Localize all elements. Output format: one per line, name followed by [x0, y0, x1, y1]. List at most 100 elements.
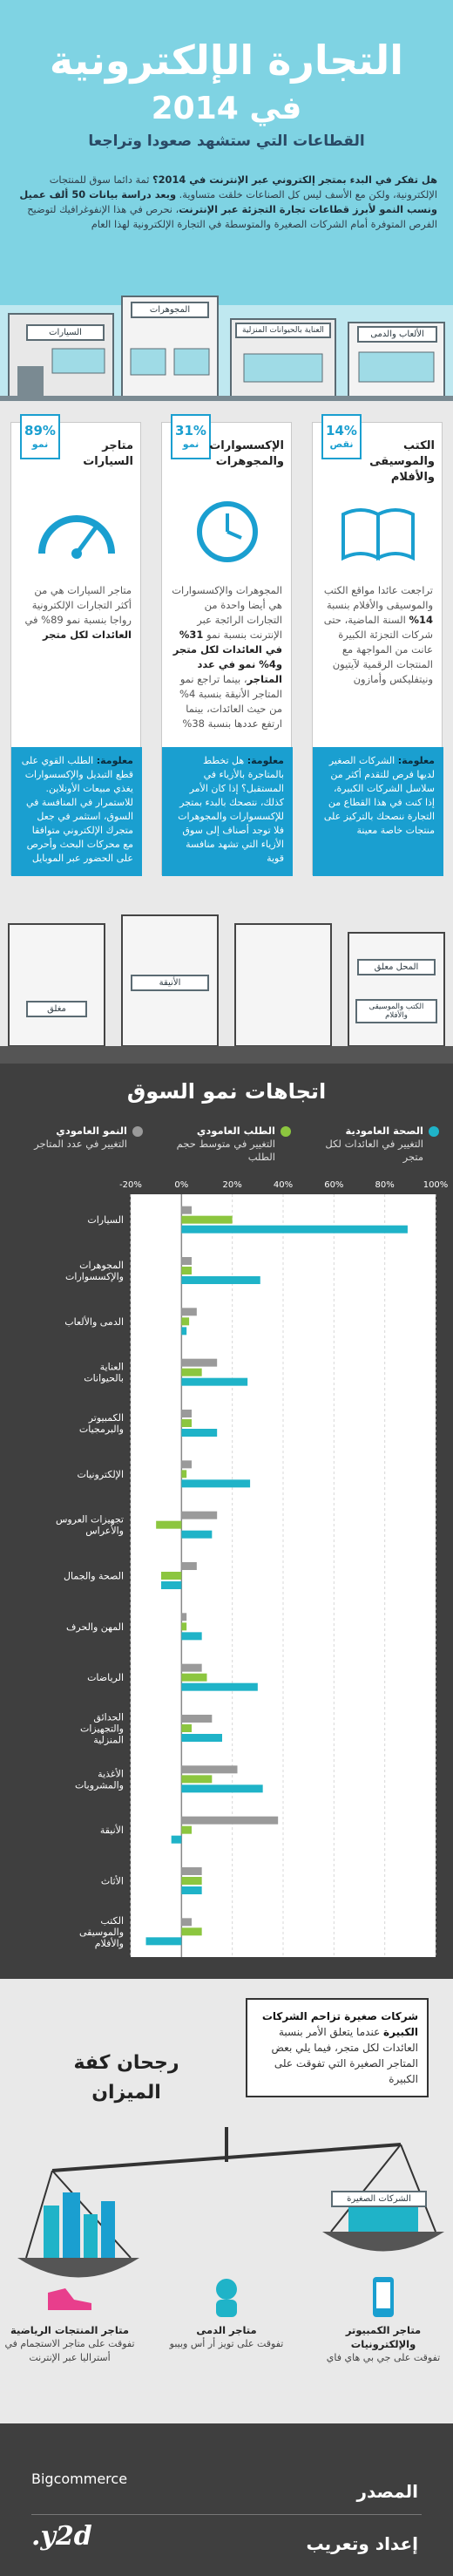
bar	[161, 1572, 182, 1580]
header-section: التجارة الإلكترونية في 2014 القطاعات الت…	[0, 0, 453, 401]
bar	[181, 1530, 213, 1539]
category-label: الأنيقة	[100, 1824, 124, 1836]
desc-bold: 14%	[409, 614, 433, 626]
category-name: متاجر السيارات	[83, 439, 133, 468]
example-name: متاجر الدمى	[196, 2324, 257, 2336]
street-sign-fashion: الأنيقة	[131, 975, 209, 991]
legend-title: الصحة العامودية	[345, 1125, 423, 1137]
category-label: الكمبيوتر والبرمجيات	[79, 1412, 124, 1435]
bar	[181, 1784, 263, 1793]
bar	[181, 1724, 192, 1732]
phone-icon	[373, 2277, 394, 2317]
growth-direction: نمو	[31, 438, 49, 450]
bar	[156, 1520, 182, 1529]
growth-badge: 89% نمو	[20, 414, 60, 459]
example-text: تفوقت على تويز أر أس وبيبو	[169, 2338, 284, 2349]
main-title-year: في 2014	[151, 91, 302, 126]
legend-sub: التغيير في العائدات لكل متجر	[325, 1138, 423, 1163]
baby-icon	[216, 2279, 237, 2317]
bar	[181, 1682, 258, 1691]
chart-title: اتجاهات نمو السوق	[126, 1079, 327, 1104]
bar	[181, 1257, 192, 1265]
bar	[171, 1835, 182, 1844]
balance-title-line1: رجحان كفة	[73, 2052, 179, 2074]
bar	[181, 1765, 238, 1774]
bar	[181, 1225, 408, 1234]
street-sign-books: الكتب والموسيقى والأفلام	[355, 999, 437, 1023]
intro-lead2: وبعد دراسة بيانات 50 ألف عميل ونسب النمو…	[19, 188, 437, 215]
footer: المصدر Bigcommerce إعداد وتعريب y2d.	[0, 2423, 453, 2576]
prepared-by-label: إعداد وتعريب	[306, 2533, 418, 2554]
growth-direction: نقص	[329, 438, 354, 450]
small-business-label: الشركات الصغيرة	[331, 2191, 427, 2207]
info-box: معلومة: الشركات الصغير لديها فرص للتقدم …	[313, 747, 443, 876]
city-skyline-illustration	[0, 296, 453, 401]
x-tick-label: 20%	[223, 1180, 242, 1190]
bar	[181, 1317, 190, 1326]
open-book-icon	[341, 508, 415, 561]
category-description: تراجعت عائدا مواقع الكتب والموسيقى والأف…	[320, 583, 433, 687]
sneaker-icon	[48, 2288, 91, 2310]
desc-text: تراجعت عائدا مواقع الكتب والموسيقى والأف…	[323, 584, 433, 611]
legend-order: الطلب العامودي التغيير في متوسط حجم الطل…	[160, 1125, 291, 1164]
intro-lead: هل تفكر في البدء بمتجر إلكتروني عبر الإن…	[152, 173, 437, 186]
x-tick-label: 80%	[375, 1180, 395, 1190]
bar	[181, 1562, 197, 1570]
bar	[181, 1886, 202, 1894]
balance-section: رجحان كفة الميزان شركات صغيرة تزاحم الشر…	[0, 1979, 453, 2423]
bar	[181, 1327, 187, 1336]
desc-tail: السنة الماضية، حتى شركات التجزئة الكبيرة…	[323, 614, 433, 685]
bar	[181, 1479, 251, 1488]
balance-title-line2: الميزان	[91, 2082, 161, 2104]
legend-revenue: الصحة العامودية التغيير في العائدات لكل …	[308, 1125, 439, 1164]
bar	[181, 1918, 192, 1927]
legend-title: النمو العامودي	[56, 1125, 127, 1137]
growth-badge: 14% نقص	[321, 414, 362, 459]
example-name: متاجر الكمبيوتر والإلكترونيات	[345, 2324, 422, 2350]
main-title: التجارة الإلكترونية	[49, 37, 404, 84]
desc-bold: 31% في العائدات لكل متجر و4% نمو في عدد …	[172, 629, 282, 685]
category-description: المجوهرات والإكسسوارات هي أيضا واحدة من …	[169, 583, 282, 731]
category-card-cars: 89% نمو متاجر السيارات متاجر السيارات هي…	[10, 414, 142, 876]
footer-divider	[31, 2514, 422, 2515]
street-illustration	[0, 889, 453, 1064]
bar	[181, 1613, 187, 1621]
bar	[181, 1377, 248, 1386]
x-tick-label: 100%	[423, 1180, 449, 1190]
growth-direction: نمو	[182, 438, 199, 450]
shop-sign-cars: السيارات	[26, 324, 105, 341]
info-box: معلومة: هل تخطط بالمتاجرة بالأزياء في ال…	[162, 747, 293, 876]
bar	[181, 1429, 218, 1437]
prepared-by-logo: y2d.	[31, 2521, 92, 2552]
info-label: معلومة:	[96, 755, 133, 766]
category-label: المجوهرات والإكسسوارات	[65, 1260, 124, 1282]
bar	[181, 1816, 279, 1825]
category-description: متاجر السيارات هي من أكثر التجارات الإلك…	[18, 583, 132, 642]
bar	[181, 1267, 192, 1274]
category-label: العناية بالحيوانات	[84, 1362, 124, 1384]
shop-sign-jewelry: المجوهرات	[131, 302, 209, 318]
x-tick-label: 0%	[174, 1180, 188, 1190]
intro-tail: ، نحرص في هذا الإنفوغرافيك لتوضيح الفرص …	[27, 203, 437, 230]
bar	[145, 1937, 182, 1946]
bar	[181, 1460, 192, 1469]
source-logo: Bigcommerce	[31, 2471, 128, 2487]
scale-illustration	[17, 2127, 444, 2278]
info-label: معلومة:	[397, 755, 435, 766]
bar	[181, 1775, 213, 1784]
category-card-books: 14% نقص الكتب والموسيقى والأفلام تراجعت …	[312, 414, 443, 876]
bar	[181, 1867, 202, 1875]
bar	[181, 1419, 192, 1427]
category-label: الرياضات	[87, 1672, 124, 1683]
bar	[181, 1470, 187, 1478]
example-text: تفوقت على جي بي هاي فاي	[326, 2352, 441, 2363]
category-label: الكتب والموسيقى والأفلام	[79, 1915, 124, 1949]
category-label: الأغذية والمشروبات	[75, 1767, 124, 1791]
bar	[181, 1632, 202, 1641]
shop-sign-pets: العناية بالحيوانات المنزلية	[235, 323, 331, 338]
category-label: الإلكترونيات	[77, 1469, 124, 1480]
category-label: الحدائق والتجهيزات المنزلية	[80, 1712, 124, 1746]
growth-percent: 31%	[175, 423, 206, 438]
info-text: هل تخطط بالمتاجرة بالأزياء في المستقبل؟ …	[178, 755, 284, 864]
bar	[181, 1206, 192, 1214]
